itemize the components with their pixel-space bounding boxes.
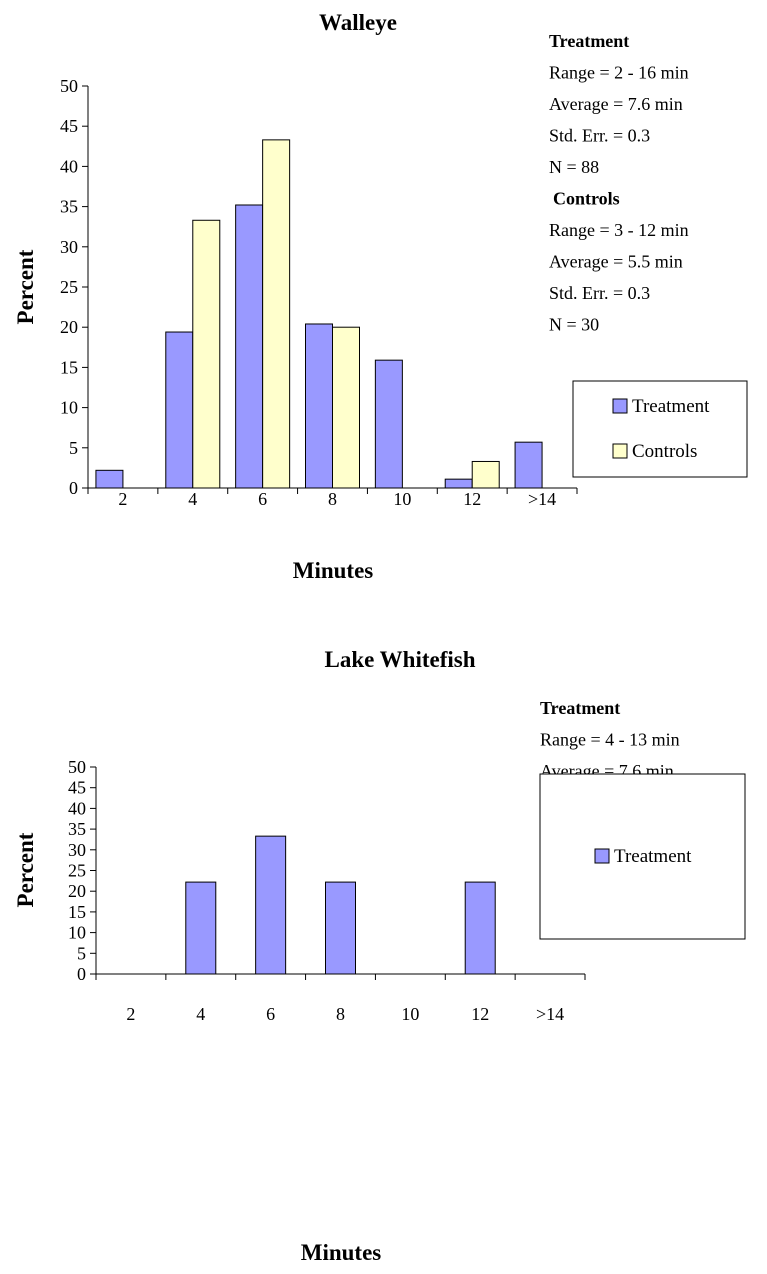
legend-swatch-controls: [612, 443, 628, 459]
bar-controls-12: [471, 460, 500, 489]
bar-controls-8: [332, 326, 360, 489]
y-tick-label: 40: [68, 798, 86, 818]
bar-treatment-8: [325, 881, 356, 975]
bar-treatment-4: [165, 331, 194, 489]
x-tick-label: >14: [536, 1004, 564, 1024]
stats-line: Average = 7.6 min: [549, 94, 683, 114]
bar-treatment-12: [444, 478, 473, 489]
y-tick-label: 45: [68, 778, 86, 798]
x-tick-label: 2: [118, 489, 127, 509]
stats-line: N = 88: [549, 157, 599, 177]
stats-line: Range = 3 - 12 min: [549, 220, 689, 240]
x-tick-label: >14: [528, 489, 556, 509]
stats-line: Average = 5.5 min: [549, 252, 683, 272]
x-tick-label: 6: [266, 1004, 275, 1024]
y-tick-label: 0: [77, 964, 86, 984]
x-tick-label: 4: [196, 1004, 205, 1024]
y-tick-label: 50: [68, 757, 86, 777]
y-tick-label: 30: [68, 840, 86, 860]
x-tick-label: 2: [126, 1004, 135, 1024]
bar-treatment-4: [185, 881, 217, 975]
legend-label-treatment: Treatment: [632, 396, 710, 417]
chart-title: Walleye: [319, 10, 397, 35]
y-tick-label: 35: [68, 819, 86, 839]
legend: Treatment Controls: [572, 380, 748, 478]
bar-treatment-6: [255, 835, 287, 975]
bar-treatment-8: [305, 323, 333, 489]
y-tick-label: 40: [60, 156, 78, 176]
bar-controls-4: [192, 219, 221, 489]
stats-heading: Treatment: [540, 698, 620, 718]
y-tick-label: 15: [60, 357, 78, 377]
bar-treatment-2: [95, 469, 124, 489]
legend-box: [572, 380, 748, 478]
x-tick-label: 12: [463, 489, 481, 509]
y-tick-label: 10: [68, 923, 86, 943]
y-tick-label: 5: [69, 438, 78, 458]
y-tick-label: 25: [68, 861, 86, 881]
y-tick-label: 45: [60, 116, 78, 136]
legend-swatch-treatment: [612, 398, 628, 414]
stats-line: Range = 2 - 16 min: [549, 63, 689, 83]
y-tick-label: 50: [60, 76, 78, 96]
chart-walleye: Walleye 0 5 10 15 20 25 30 35 40 45 50 2 4 6 8 10 12 >14 Mi…: [13, 10, 748, 583]
stats-line: Range = 4 - 13 min: [540, 730, 680, 750]
chart-title: Lake Whitefish: [324, 647, 475, 672]
y-axis-title: Percent: [13, 249, 38, 324]
bar-treatment-10: [374, 359, 403, 489]
legend-label-controls: Controls: [632, 441, 697, 462]
x-tick-label: 8: [336, 1004, 345, 1024]
y-tick-label: 15: [68, 902, 86, 922]
x-tick-label: 10: [401, 1004, 419, 1024]
stats-line: Std. Err. = 0.3: [549, 126, 650, 146]
bar-treatment-12: [464, 881, 496, 975]
x-tick-label: 10: [393, 489, 411, 509]
y-tick-label: 30: [60, 237, 78, 257]
y-tick-label: 5: [77, 943, 86, 963]
legend-swatch-treatment: [594, 848, 610, 864]
bar-treatment-gt14: [514, 441, 543, 489]
x-tick-label: 4: [188, 489, 197, 509]
stats-heading: Treatment: [549, 31, 629, 51]
x-tick-label: 12: [471, 1004, 489, 1024]
legend-label-treatment: Treatment: [614, 846, 692, 867]
y-axis-title: Percent: [13, 832, 38, 907]
y-tick-label: 20: [60, 317, 78, 337]
stats-line: Std. Err. = 0.3: [549, 283, 650, 303]
legend-box: [539, 773, 746, 940]
y-tick-label: 0: [69, 478, 78, 498]
x-tick-label: 6: [258, 489, 267, 509]
y-tick-label: 10: [60, 398, 78, 418]
y-tick-label: 35: [60, 197, 78, 217]
x-tick-label: 8: [328, 489, 337, 509]
x-axis-title: Minutes: [293, 558, 374, 583]
stats-heading: Controls: [553, 189, 620, 209]
y-tick-label: 20: [68, 881, 86, 901]
y-tick-label: 25: [60, 277, 78, 297]
bar-treatment-6: [235, 204, 264, 489]
stats-line: N = 30: [549, 315, 599, 335]
legend: Treatment: [539, 773, 746, 940]
bar-controls-6: [262, 139, 291, 489]
x-axis-title: Minutes: [301, 1240, 382, 1265]
